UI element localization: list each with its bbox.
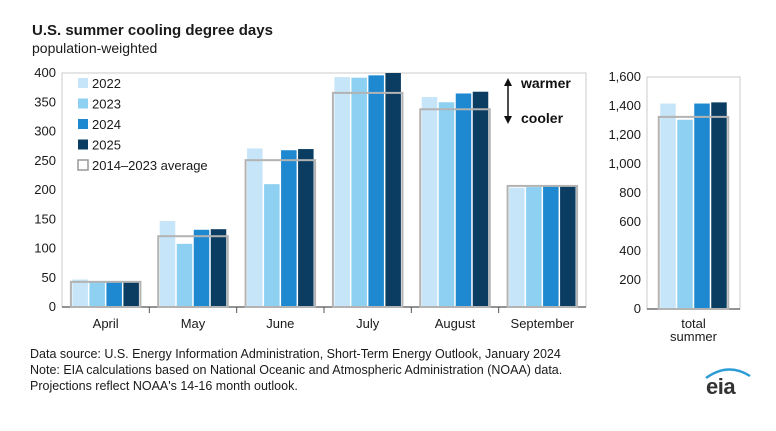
monthly-x-tick-label: July [356,316,380,331]
cooling-degree-days-chart: 0 50 100 150 200 250 300 350 400 April May June July… [34,65,741,344]
total-average-box-0 [657,115,730,310]
monthly-y-tick-label: 150 [34,211,56,226]
legend-swatch-1 [78,98,88,109]
monthly-bar-2024-0 [106,281,122,307]
monthly-x-tick-label: September [511,316,575,331]
monthly-average-box-4 [419,108,491,308]
total-y-tick-label: 1,200 [608,127,641,142]
monthly-bar-2024-2 [281,150,297,307]
total-y-tick-label: 0 [634,301,641,316]
logo-text: eia [706,374,736,399]
total-y-tick-label: 600 [619,214,641,229]
legend-swatch-0 [78,78,88,88]
monthly-bar-2025-0 [123,281,139,307]
monthly-average-box-0 [69,280,142,309]
legend-swatch-3 [78,139,88,150]
legend-label-3: 2025 [92,138,121,153]
arrow-down-icon [504,116,512,124]
monthly-bar-2023-3 [351,77,367,308]
monthly-bar-2022-2 [247,148,263,307]
monthly-bar-2024-1 [193,229,210,307]
total-y-tick-label: 800 [619,185,641,200]
legend-swatch-4 [77,159,89,171]
total-x-tick-label-1: summer [670,329,718,344]
monthly-bar-2023-2 [264,184,280,307]
footer: Data source: U.S. Energy Information Adm… [30,346,562,394]
total-bar-2025-0 [711,102,727,309]
monthly-bar-2022-1 [159,221,176,307]
total-y-tick-label: 200 [619,272,641,287]
monthly-y-tick-label: 300 [34,124,56,139]
monthly-average-box-5 [506,184,579,308]
monthly-x-tick-label: August [435,316,476,331]
annotation-warmer: warmer [520,75,571,91]
chart-subtitle: population-weighted [32,40,158,56]
monthly-bar-2024-5 [543,185,559,307]
legend-swatch-2 [78,119,88,129]
total-y-tick-label: 1,600 [608,69,641,84]
monthly-x-tick-label: April [93,316,119,331]
monthly-bar-2024-4 [455,93,472,307]
monthly-average-box-3 [331,91,404,308]
monthly-y-tick-label: 400 [34,65,56,80]
monthly-y-tick-label: 350 [34,94,56,109]
legend-label-2: 2024 [92,117,121,132]
total-y-tick-label: 1,000 [608,156,641,171]
monthly-bar-2022-3 [334,77,350,307]
monthly-bar-2025-1 [210,229,227,307]
total-bar-2022-0 [660,103,676,309]
footer-note: Note: EIA calculations based on National… [30,363,563,377]
monthly-bar-2023-1 [176,243,193,307]
monthly-y-tick-label: 200 [34,182,56,197]
monthly-bar-2023-4 [438,102,455,307]
total-y-tick-label: 400 [619,243,641,258]
monthly-bar-2022-0 [72,279,88,307]
monthly-y-tick-label: 0 [49,299,56,314]
legend-label-0: 2022 [92,76,121,91]
monthly-y-tick-label: 100 [34,241,56,256]
monthly-bar-2025-4 [472,91,489,307]
total-x-tick-label-0: total [681,316,706,331]
monthly-bar-2025-5 [560,185,576,307]
monthly-bar-2022-4 [421,96,438,307]
monthly-y-tick-label: 50 [42,270,56,285]
monthly-bar-2024-3 [368,75,384,307]
monthly-bar-2023-0 [89,281,105,307]
arrow-up-icon [504,78,512,86]
total-y-tick-label: 1,400 [608,98,641,113]
monthly-bar-2023-5 [526,187,542,307]
legend-label-1: 2023 [92,97,121,112]
monthly-bar-2025-2 [298,149,314,307]
chart-title: U.S. summer cooling degree days [32,22,273,39]
eia-logo: eia [702,366,754,400]
monthly-average-box-1 [157,235,229,308]
total-bar-2024-0 [694,103,710,309]
total-bar-2023-0 [677,119,693,310]
monthly-bar-2022-5 [509,187,525,307]
annotation-cooler: cooler [521,110,564,126]
logo-arc-icon [705,368,751,380]
footer-source: Data source: U.S. Energy Information Adm… [30,347,561,361]
monthly-average-box-2 [244,159,317,308]
monthly-y-tick-label: 250 [34,153,56,168]
monthly-bar-2025-3 [385,73,401,307]
legend-label-4: 2014–2023 average [92,158,208,173]
monthly-x-tick-label: June [266,316,294,331]
footer-projection: Projections reflect NOAA's 14-16 month o… [30,379,298,393]
monthly-x-tick-label: May [181,316,206,331]
